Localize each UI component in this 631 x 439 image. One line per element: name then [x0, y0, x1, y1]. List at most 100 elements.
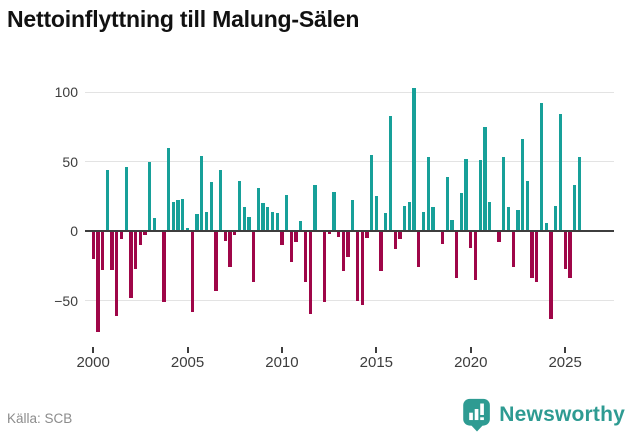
zero-line	[85, 230, 614, 232]
y-axis-label-0: 0	[70, 223, 78, 239]
bar-2015q4	[388, 115, 393, 231]
bar-2010q1	[280, 231, 284, 245]
gridline-50	[85, 161, 614, 162]
bar-2017q4	[426, 157, 430, 231]
bar-2013q1	[336, 231, 341, 237]
gridline--50	[85, 300, 614, 301]
bar-2015q3	[384, 212, 388, 231]
bar-2023q4	[539, 103, 544, 231]
bar-2014q2	[360, 231, 364, 305]
bar-2019q2	[454, 231, 459, 279]
bar-2004q1	[167, 147, 171, 231]
x-axis-label-2010: 2010	[265, 354, 299, 371]
bar-2023q1	[525, 180, 530, 231]
bar-2004q3	[176, 200, 180, 231]
bar-2016q3	[403, 205, 407, 231]
bar-2001q3	[119, 231, 124, 240]
bar-2002q1	[129, 231, 133, 298]
bar-2011q3	[308, 231, 312, 315]
bar-2017q2	[417, 231, 421, 268]
x-axis-tick-2010	[280, 347, 283, 353]
x-axis-label-2015: 2015	[359, 354, 394, 371]
bar-2007q4	[237, 180, 242, 231]
newsworthy-wordmark: Newsworthy	[499, 403, 625, 426]
bar-2007q1	[223, 231, 227, 241]
bar-2021q3	[497, 231, 501, 243]
bar-2024q3	[554, 205, 558, 231]
bar-2008q1	[242, 207, 246, 231]
bar-2017q3	[421, 211, 426, 231]
bar-2013q4	[351, 200, 355, 231]
bar-2009q2	[266, 207, 270, 231]
x-axis-tick-2020	[469, 347, 472, 353]
bar-2004q2	[171, 201, 176, 231]
bar-2025q1	[563, 231, 567, 269]
bar-2022q2	[511, 231, 515, 268]
chart-title: Nettoinflyttning till Malung-Sälen	[7, 6, 360, 32]
x-axis-label-2000: 2000	[76, 354, 110, 371]
bar-2005q1	[185, 228, 190, 231]
bar-2020q4	[483, 126, 487, 231]
bar-2000q3	[100, 231, 105, 270]
bar-2000q4	[105, 169, 109, 231]
bar-2022q1	[506, 207, 511, 231]
bar-2003q4	[162, 231, 166, 302]
x-axis-tick-2005	[186, 347, 189, 353]
bar-2008q3	[251, 231, 256, 283]
bar-2010q3	[289, 231, 294, 262]
bar-2016q4	[407, 201, 412, 231]
bar-2002q2	[133, 231, 138, 269]
bar-2006q4	[218, 169, 223, 231]
bar-2022q3	[516, 210, 520, 231]
bar-2011q2	[303, 231, 308, 283]
bar-2016q1	[393, 231, 397, 250]
bar-2005q3	[195, 214, 199, 231]
bar-2017q1	[412, 87, 416, 231]
bar-2006q2	[209, 182, 213, 231]
bar-2012q3	[327, 231, 331, 234]
bar-2006q1	[204, 211, 209, 231]
bar-2005q4	[200, 155, 204, 231]
bar-2011q1	[299, 221, 303, 231]
bar-2007q3	[233, 231, 237, 236]
newsworthy-badge-icon	[463, 398, 491, 432]
gridline-100	[85, 91, 614, 93]
y-axis-label-100: 100	[54, 84, 78, 100]
bar-2009q1	[261, 203, 265, 231]
bar-2001q4	[124, 167, 128, 231]
x-axis-label-2005: 2005	[170, 354, 205, 371]
bar-2023q3	[535, 231, 539, 283]
bar-2013q3	[346, 231, 350, 258]
x-axis-tick-2000	[92, 347, 95, 353]
bar-2024q1	[544, 222, 548, 231]
bar-2022q4	[521, 139, 525, 231]
bar-2025q4	[577, 157, 581, 231]
bar-2001q2	[115, 231, 119, 316]
bar-2001q1	[110, 231, 114, 270]
bar-2009q4	[275, 212, 279, 231]
newsworthy-logo[interactable]: Newsworthy	[462, 398, 625, 432]
bar-2024q2	[549, 231, 553, 319]
bar-2020q2	[473, 231, 478, 280]
bar-2016q2	[398, 231, 402, 240]
bar-2012q2	[322, 231, 327, 302]
bar-2010q2	[285, 194, 289, 231]
bar-2002q4	[143, 231, 147, 236]
source-label: Källa: SCB	[7, 411, 73, 426]
bar-2010q4	[294, 231, 298, 243]
bar-2020q3	[478, 160, 482, 231]
bar-2014q4	[369, 154, 374, 231]
bar-2023q2	[530, 231, 534, 279]
bar-2002q3	[138, 231, 142, 245]
bar-2012q4	[332, 192, 336, 231]
bar-2004q4	[181, 199, 185, 231]
x-axis-tick-2025	[564, 347, 567, 353]
bar-2006q3	[214, 231, 218, 291]
bar-2018q4	[445, 176, 449, 231]
bar-2000q1	[91, 231, 95, 259]
bar-2021q4	[502, 157, 506, 231]
y-axis-label-50: 50	[62, 153, 78, 170]
bar-2008q2	[247, 217, 251, 231]
bar-2014q3	[365, 231, 369, 238]
